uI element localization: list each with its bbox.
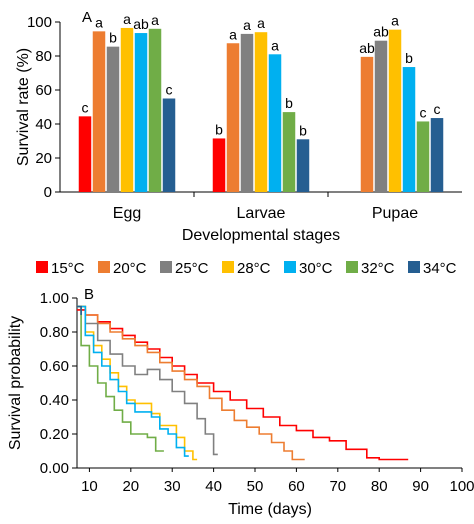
y-tick-label: 80	[35, 48, 52, 65]
bar	[106, 46, 120, 193]
survival-curve	[77, 305, 82, 315]
survival-curve	[77, 305, 198, 461]
survival-curve	[77, 305, 305, 461]
y-tick-label: 0.20	[40, 426, 69, 443]
bar	[360, 56, 374, 192]
legend-swatch	[284, 261, 296, 273]
y-axis-title: Survival probability	[7, 316, 24, 450]
significance-letter: b	[285, 95, 293, 111]
significance-letter: c	[420, 104, 427, 120]
panel-b-survival-curve: 0.00 0.20 0.40 0.60 0.80 1.00 10 20 30 40 50 60 70 80…	[7, 286, 474, 518]
significance-letter: ab	[373, 24, 389, 40]
legend: 15°C 20°C 25°C 28°C 30°C 32°C 34°C	[36, 260, 457, 277]
bar	[282, 112, 296, 192]
x-tick-label: 30	[164, 478, 181, 495]
y-tick-label: 1.00	[40, 290, 69, 307]
significance-letter: a	[257, 15, 265, 31]
x-tick-label: 80	[371, 478, 388, 495]
x-axis-title: Time (days)	[228, 501, 312, 518]
x-tick-label: 50	[247, 478, 264, 495]
y-tick-label: 100	[27, 14, 52, 31]
bar	[226, 43, 240, 192]
y-tick-label: 0	[44, 184, 52, 201]
significance-letter: a	[391, 13, 399, 29]
bar	[296, 139, 310, 192]
legend-label: 32°C	[361, 260, 395, 277]
bar	[402, 67, 416, 192]
bar	[92, 31, 106, 192]
y-tick-label: 0.80	[40, 324, 69, 341]
bar	[162, 98, 176, 192]
x-tick-label: 20	[122, 478, 139, 495]
legend-swatch	[408, 261, 420, 273]
significance-letter: ab	[133, 16, 149, 32]
bar	[78, 116, 92, 192]
x-tick-label: 70	[329, 478, 346, 495]
x-tick-label: 100	[449, 478, 474, 495]
bar	[120, 27, 134, 193]
bar	[134, 33, 148, 192]
bar	[416, 121, 430, 192]
significance-letter: c	[82, 99, 89, 115]
x-tick-label: 60	[288, 478, 305, 495]
legend-label: 34°C	[423, 260, 457, 277]
significance-letter: b	[299, 122, 307, 138]
y-tick-label: 60	[35, 82, 52, 99]
panel-label: B	[84, 286, 94, 303]
x-tick-label: 40	[205, 478, 222, 495]
legend-label: 25°C	[175, 260, 209, 277]
bar	[388, 29, 402, 193]
significance-letter: c	[434, 101, 441, 117]
y-tick-label: 20	[35, 150, 52, 167]
significance-letter: a	[95, 14, 103, 30]
legend-swatch	[222, 261, 234, 273]
x-tick-label: 90	[412, 478, 429, 495]
legend-swatch	[346, 261, 358, 273]
y-tick-label: 40	[35, 116, 52, 133]
significance-letter: a	[151, 12, 159, 28]
y-tick-label: 0.60	[40, 358, 69, 375]
panel-label: A	[82, 9, 92, 26]
significance-letter: c	[166, 82, 173, 98]
bar	[148, 28, 162, 192]
x-category-label: Pupae	[372, 205, 418, 222]
legend-swatch	[160, 261, 172, 273]
bar	[240, 33, 254, 193]
y-tick-label: 0.00	[40, 460, 69, 477]
survival-curve	[77, 309, 409, 461]
significance-letter: b	[215, 121, 223, 137]
x-tick-label: 10	[81, 478, 98, 495]
legend-label: 20°C	[113, 260, 147, 277]
bar	[268, 54, 282, 192]
y-tick-label: 0.40	[40, 392, 69, 409]
survival-curve	[77, 305, 218, 456]
significance-letter: ab	[359, 40, 375, 56]
legend-swatch	[36, 261, 48, 273]
legend-label: 30°C	[299, 260, 333, 277]
legend-label: 15°C	[51, 260, 85, 277]
bar	[212, 138, 226, 192]
x-category-label: Egg	[113, 205, 141, 222]
survival-curve	[77, 305, 189, 457]
legend-label: 28°C	[237, 260, 271, 277]
significance-letter: a	[243, 17, 251, 33]
significance-letter: a	[123, 11, 131, 27]
significance-letter: a	[271, 37, 279, 53]
bar	[374, 40, 388, 193]
legend-swatch	[98, 261, 110, 273]
x-axis-title: Developmental stages	[182, 227, 340, 244]
survival-curve	[77, 305, 164, 452]
y-axis-title: Survival rate (%)	[15, 48, 32, 166]
x-category-label: Larvae	[237, 205, 286, 222]
bar	[254, 32, 268, 193]
significance-letter: b	[405, 50, 413, 66]
significance-letter: b	[109, 30, 117, 46]
bar	[430, 118, 444, 192]
significance-letter: a	[229, 26, 237, 42]
